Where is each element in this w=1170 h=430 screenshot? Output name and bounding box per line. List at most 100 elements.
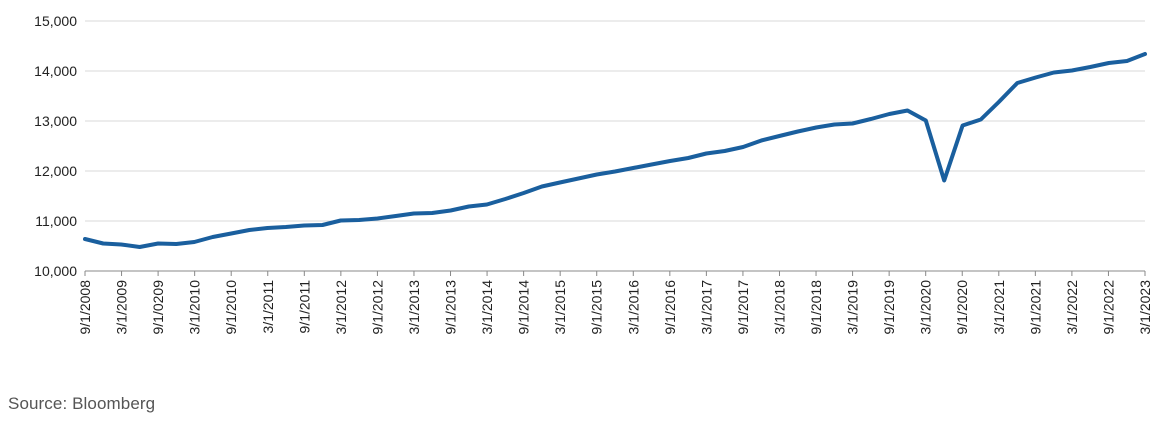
data-point (522, 191, 526, 195)
x-axis (84, 270, 1146, 276)
x-tick-label: 3/1/2014 (479, 280, 495, 335)
x-tick-label: 9/1/2016 (662, 280, 678, 335)
data-point (229, 232, 233, 236)
x-tick-label: 9/1/2015 (589, 280, 605, 335)
series-line-0 (83, 52, 1147, 249)
x-tick-label: 3/1/2016 (625, 280, 641, 335)
data-point (83, 237, 87, 241)
x-tick-label: 3/1/2023 (1137, 280, 1153, 335)
data-point (357, 218, 361, 222)
y-tick-label: 10,000 (34, 263, 77, 279)
data-point (449, 209, 453, 213)
x-tick-label: 3/1/2018 (771, 280, 787, 335)
data-point (759, 139, 763, 143)
x-tick-label: 9/1/2020 (954, 280, 970, 335)
grid-lines (85, 20, 1145, 222)
data-point (1015, 81, 1019, 85)
data-point (1125, 59, 1129, 63)
data-point (1070, 69, 1074, 73)
data-point (997, 100, 1001, 104)
data-point (467, 205, 471, 209)
data-point (979, 118, 983, 122)
x-tick-label: 3/1/2022 (1064, 280, 1080, 335)
x-tick-label: 9/1/2017 (735, 280, 751, 335)
data-point (558, 181, 562, 185)
line-chart: 10,000 11,000 12,000 13,000 14,000 15,000 9/1… (34, 13, 1153, 335)
data-point (485, 203, 489, 207)
data-point (284, 225, 288, 229)
data-point (394, 214, 398, 218)
data-point (832, 123, 836, 127)
data-point (265, 226, 269, 230)
x-tick-label: 3/1/2009 (114, 280, 130, 335)
x-tick-label: 3/1/2011 (260, 280, 276, 334)
data-point (321, 223, 325, 227)
data-point (576, 177, 580, 181)
data-point (650, 163, 654, 167)
data-point (631, 166, 635, 170)
data-point (741, 145, 745, 149)
x-axis-tick-labels: 9/1/2008 3/1/2009 9/1/0209 3/1/2010 9/1/2010… (77, 280, 1153, 335)
data-point (704, 152, 708, 156)
x-tick-label: 3/1/2015 (552, 280, 568, 335)
data-point (777, 134, 781, 138)
x-tick-label: 9/1/2010 (223, 280, 239, 335)
data-point (924, 119, 928, 123)
x-tick-label: 3/1/2013 (406, 280, 422, 335)
x-tick-label: 3/1/2020 (918, 280, 934, 335)
data-point (247, 228, 251, 232)
y-axis-tick-labels: 10,000 11,000 12,000 13,000 14,000 15,000 (34, 13, 77, 279)
data-point (613, 170, 617, 174)
data-point (540, 185, 544, 189)
data-point (138, 245, 142, 249)
y-tick-label: 11,000 (35, 213, 77, 229)
x-tick-label: 9/1/2012 (369, 280, 385, 335)
y-tick-label: 15,000 (34, 13, 77, 29)
data-point (942, 179, 946, 183)
y-tick-label: 13,000 (34, 113, 77, 129)
data-point (119, 243, 123, 247)
x-tick-label: 3/1/2019 (845, 280, 861, 335)
data-point (906, 109, 910, 113)
data-point (412, 212, 416, 216)
data-point (101, 242, 105, 246)
x-tick-label: 9/1/2008 (77, 280, 93, 335)
data-point (430, 211, 434, 215)
x-tick-label: 3/1/2021 (991, 280, 1007, 335)
data-point (887, 112, 891, 116)
y-tick-label: 14,000 (34, 63, 77, 79)
data-point (503, 197, 507, 201)
data-point (339, 219, 343, 223)
x-tick-label: 9/1/2021 (1027, 280, 1043, 335)
data-point (1088, 65, 1092, 69)
data-point (723, 149, 727, 153)
data-point (211, 235, 215, 239)
x-tick-label: 9/1/2013 (443, 280, 459, 335)
data-point (1143, 52, 1147, 56)
x-tick-label: 9/1/2014 (516, 280, 532, 335)
data-point (869, 117, 873, 121)
data-point (595, 173, 599, 177)
x-tick-label: 9/1/2011 (296, 280, 312, 334)
data-point (302, 224, 306, 228)
data-point (1052, 71, 1056, 75)
data-point (796, 130, 800, 134)
x-tick-label: 9/1/0209 (150, 280, 166, 335)
data-point (156, 242, 160, 246)
x-tick-label: 9/1/2018 (808, 280, 824, 335)
data-point (851, 122, 855, 126)
data-point (174, 242, 178, 246)
y-tick-label: 12,000 (34, 163, 77, 179)
x-tick-label: 3/1/2017 (698, 280, 714, 335)
data-point (376, 217, 380, 221)
data-point (686, 156, 690, 160)
source-note: Source: Bloomberg (8, 394, 156, 413)
x-tick-label: 9/1/2019 (881, 280, 897, 335)
data-point (1034, 76, 1038, 80)
x-tick-label: 3/1/2010 (187, 280, 203, 335)
series-layer (83, 52, 1147, 249)
x-tick-label: 9/1/2022 (1100, 280, 1116, 335)
data-point (1107, 61, 1111, 65)
data-point (668, 159, 672, 163)
